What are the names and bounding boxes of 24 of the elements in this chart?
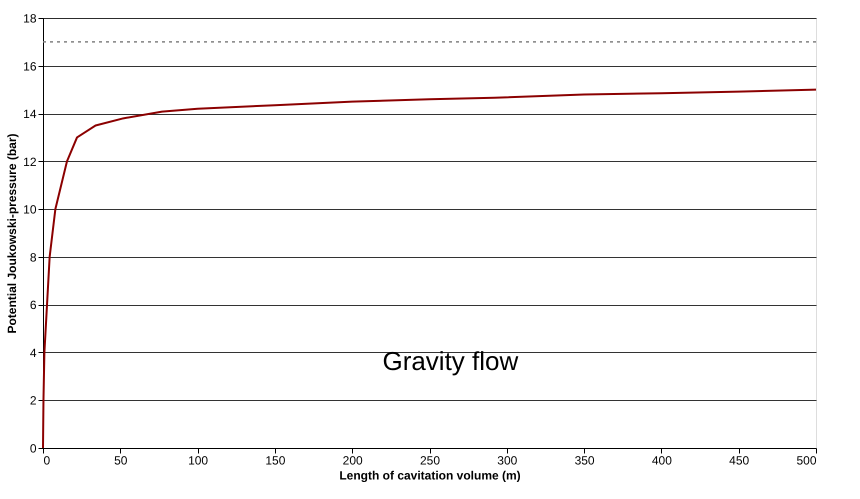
x-tick-label: 50 (114, 454, 128, 468)
x-tick-label: 100 (188, 454, 208, 468)
y-tick-label: 0 (30, 442, 37, 456)
x-tick-label: 200 (342, 454, 364, 468)
y-tick-label: 16 (23, 59, 37, 74)
y-axis-title: Potential Joukowski-pressure (bar) (5, 133, 20, 334)
y-tick-label: 18 (23, 12, 37, 26)
y-tick-label: 10 (23, 202, 37, 217)
x-tick-label: 250 (420, 454, 440, 468)
x-tick-label: 450 (729, 454, 750, 468)
annotation: Gravity flow (382, 346, 518, 376)
x-tick-label: 350 (574, 454, 595, 468)
y-tick-label: 2 (30, 394, 37, 408)
y-tick-label: 12 (23, 154, 37, 169)
y-tick-label: 6 (30, 298, 37, 312)
x-tick-label: 0 (44, 454, 50, 468)
y-tick-label: 8 (30, 250, 37, 264)
x-tick-label: 300 (497, 454, 518, 468)
x-axis-title: Length of cavitation volume (m) (339, 468, 521, 482)
x-tick-label: 150 (265, 454, 286, 468)
x-tick-label: 400 (652, 454, 672, 468)
x-tick-label: 500 (796, 454, 817, 468)
y-tick-label: 4 (30, 346, 37, 360)
y-tick-label: 14 (23, 107, 37, 122)
